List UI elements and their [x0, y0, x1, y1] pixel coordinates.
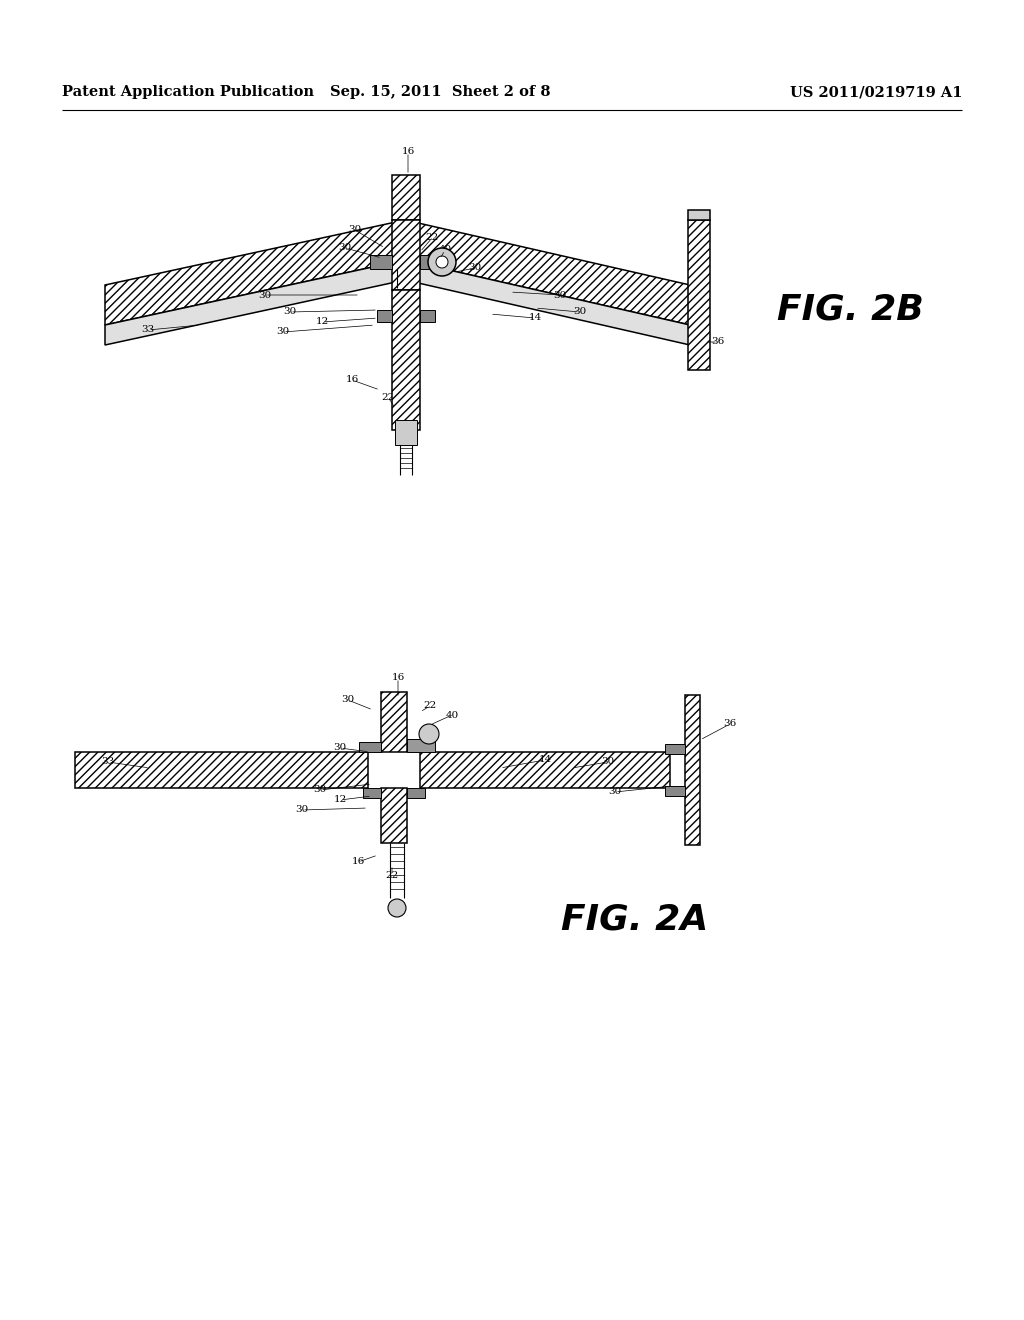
Text: 30: 30	[601, 758, 614, 767]
Polygon shape	[420, 255, 450, 269]
Text: 30: 30	[284, 308, 297, 317]
Circle shape	[419, 723, 439, 744]
Text: 22: 22	[423, 701, 436, 710]
Text: 30: 30	[258, 290, 271, 300]
Polygon shape	[392, 220, 420, 290]
Text: 22: 22	[381, 392, 394, 401]
Text: Sep. 15, 2011  Sheet 2 of 8: Sep. 15, 2011 Sheet 2 of 8	[330, 86, 550, 99]
Text: 30: 30	[295, 805, 308, 814]
Polygon shape	[392, 176, 420, 220]
Text: FIG. 2B: FIG. 2B	[776, 293, 924, 327]
Polygon shape	[392, 290, 420, 430]
Polygon shape	[359, 742, 381, 752]
Text: 16: 16	[401, 148, 415, 157]
Polygon shape	[370, 255, 392, 269]
Polygon shape	[420, 752, 670, 788]
Polygon shape	[688, 220, 710, 370]
Polygon shape	[75, 752, 368, 788]
Polygon shape	[665, 744, 685, 754]
Polygon shape	[105, 220, 406, 325]
Polygon shape	[688, 210, 710, 220]
Polygon shape	[377, 310, 392, 322]
Text: 30: 30	[338, 243, 351, 252]
Text: 30: 30	[608, 788, 622, 796]
Text: 40: 40	[445, 710, 459, 719]
Polygon shape	[395, 420, 417, 445]
Text: 22: 22	[425, 234, 438, 243]
Text: 33: 33	[101, 758, 115, 767]
Text: 12: 12	[315, 318, 329, 326]
Text: 30: 30	[313, 785, 327, 795]
Text: 16: 16	[351, 858, 365, 866]
Polygon shape	[407, 739, 435, 752]
Text: 16: 16	[391, 673, 404, 682]
Text: 16: 16	[345, 375, 358, 384]
Text: 33: 33	[141, 326, 155, 334]
Polygon shape	[685, 696, 700, 845]
Text: 22: 22	[385, 870, 398, 879]
Text: Patent Application Publication: Patent Application Publication	[62, 86, 314, 99]
Text: 30: 30	[553, 290, 566, 300]
Text: 30: 30	[348, 226, 361, 235]
Polygon shape	[105, 260, 406, 345]
Text: 30: 30	[468, 264, 481, 272]
Polygon shape	[665, 785, 685, 796]
Text: 14: 14	[528, 314, 542, 322]
Text: 30: 30	[334, 743, 347, 752]
Circle shape	[436, 256, 449, 268]
Text: 14: 14	[539, 755, 552, 764]
Polygon shape	[406, 260, 690, 345]
Polygon shape	[381, 692, 407, 752]
Text: 40: 40	[438, 246, 452, 255]
Text: 30: 30	[341, 696, 354, 705]
Circle shape	[428, 248, 456, 276]
Text: 36: 36	[712, 338, 725, 346]
Text: FIG. 2A: FIG. 2A	[561, 903, 709, 937]
Circle shape	[388, 899, 406, 917]
Polygon shape	[381, 788, 407, 843]
Text: 12: 12	[334, 796, 347, 804]
Text: 30: 30	[573, 308, 587, 317]
Text: US 2011/0219719 A1: US 2011/0219719 A1	[790, 86, 962, 99]
Polygon shape	[406, 220, 690, 325]
Text: 30: 30	[276, 327, 290, 337]
Text: 36: 36	[723, 719, 736, 729]
Polygon shape	[362, 788, 381, 799]
Polygon shape	[407, 788, 425, 799]
Polygon shape	[420, 310, 435, 322]
